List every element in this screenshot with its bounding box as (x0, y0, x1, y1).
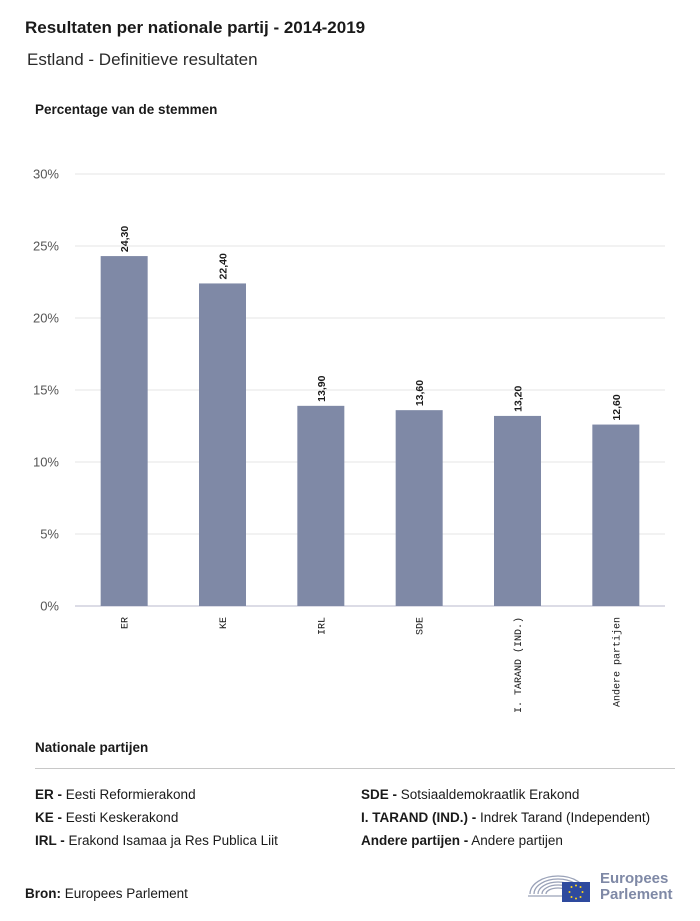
legend-item-irl: IRL - Erakond Isamaa ja Res Publica Liit (35, 833, 278, 848)
y-tick-label: 10% (33, 455, 59, 470)
data-label: 13,60 (414, 380, 426, 406)
bar (494, 415, 541, 606)
legend-title: Nationale partijen (35, 740, 149, 755)
legend-divider (35, 768, 675, 769)
logo-line-1: Europees (600, 870, 669, 887)
chart-title: Resultaten per nationale partij - 2014-2… (25, 18, 366, 37)
legend-name: Indrek Tarand (Independent) (480, 810, 651, 825)
legend-item-tarand: I. TARAND (IND.) - Indrek Tarand (Indepe… (361, 810, 650, 825)
legend-item-er: ER - Eesti Reformierakond (35, 787, 196, 802)
legend-item-sde: SDE - Sotsiaaldemokraatlik Erakond (361, 787, 579, 802)
y-tick-label: 20% (33, 311, 59, 326)
bar (395, 410, 443, 606)
bar-chart: 0% 5% 10% 15% 20% 25% 30% 24,30 ER 22,40 KE 13,90 IR… (33, 167, 665, 713)
legend-name: Andere partijen (471, 833, 563, 848)
source-label: Bron: (25, 886, 61, 901)
x-tick-label: IRL (317, 617, 328, 635)
data-label: 22,40 (218, 253, 230, 279)
chart-subtitle: Estland - Definitieve resultaten (27, 50, 258, 69)
logo-text: Europees Parlement (600, 871, 673, 903)
x-tick-label: I. TARAND (IND.) (513, 617, 525, 713)
legend-name: Sotsiaaldemokraatlik Erakond (400, 787, 580, 802)
data-label: 12,60 (611, 394, 623, 420)
y-axis-title: Percentage van de stemmen (35, 102, 218, 117)
x-tick-label: SDE (416, 617, 427, 635)
european-parliament-logo: Europees Parlement (528, 866, 678, 906)
data-label: 13,90 (316, 375, 328, 401)
legend-name: Erakond Isamaa ja Res Publica Liit (68, 833, 278, 848)
y-tick-label: 5% (40, 527, 59, 542)
x-tick-label: Andere partijen (611, 617, 623, 707)
legend-abbr: Andere partijen - (361, 833, 469, 848)
x-tick-label: KE (219, 617, 230, 629)
legend-abbr: IRL - (35, 833, 65, 848)
y-tick-label: 0% (40, 599, 59, 614)
y-tick-label: 25% (33, 239, 59, 254)
legend-abbr: SDE - (361, 787, 398, 802)
legend-name: Eesti Reformierakond (65, 787, 196, 802)
data-label: 24,30 (119, 226, 131, 252)
legend-abbr: KE - (35, 810, 62, 825)
x-tick-label: ER (121, 617, 132, 629)
y-tick-label: 30% (33, 167, 59, 182)
bar (297, 405, 345, 606)
source-value: Europees Parlement (64, 886, 188, 901)
y-tick-label: 15% (33, 383, 59, 398)
logo-line-2: Parlement (600, 886, 673, 903)
legend-name: Eesti Keskerakond (65, 810, 179, 825)
eu-flag-icon (562, 882, 590, 902)
legend-item-ke: KE - Eesti Keskerakond (35, 810, 178, 825)
data-label: 13,20 (513, 385, 525, 411)
source-note: Bron: Europees Parlement (25, 886, 188, 901)
bar (199, 283, 246, 606)
bar (592, 424, 640, 606)
bar (100, 256, 148, 606)
legend-abbr: ER - (35, 787, 62, 802)
legend-item-andere: Andere partijen - Andere partijen (361, 833, 563, 848)
parliament-hemicycle-icon (528, 875, 590, 902)
legend-abbr: I. TARAND (IND.) - (361, 810, 477, 825)
